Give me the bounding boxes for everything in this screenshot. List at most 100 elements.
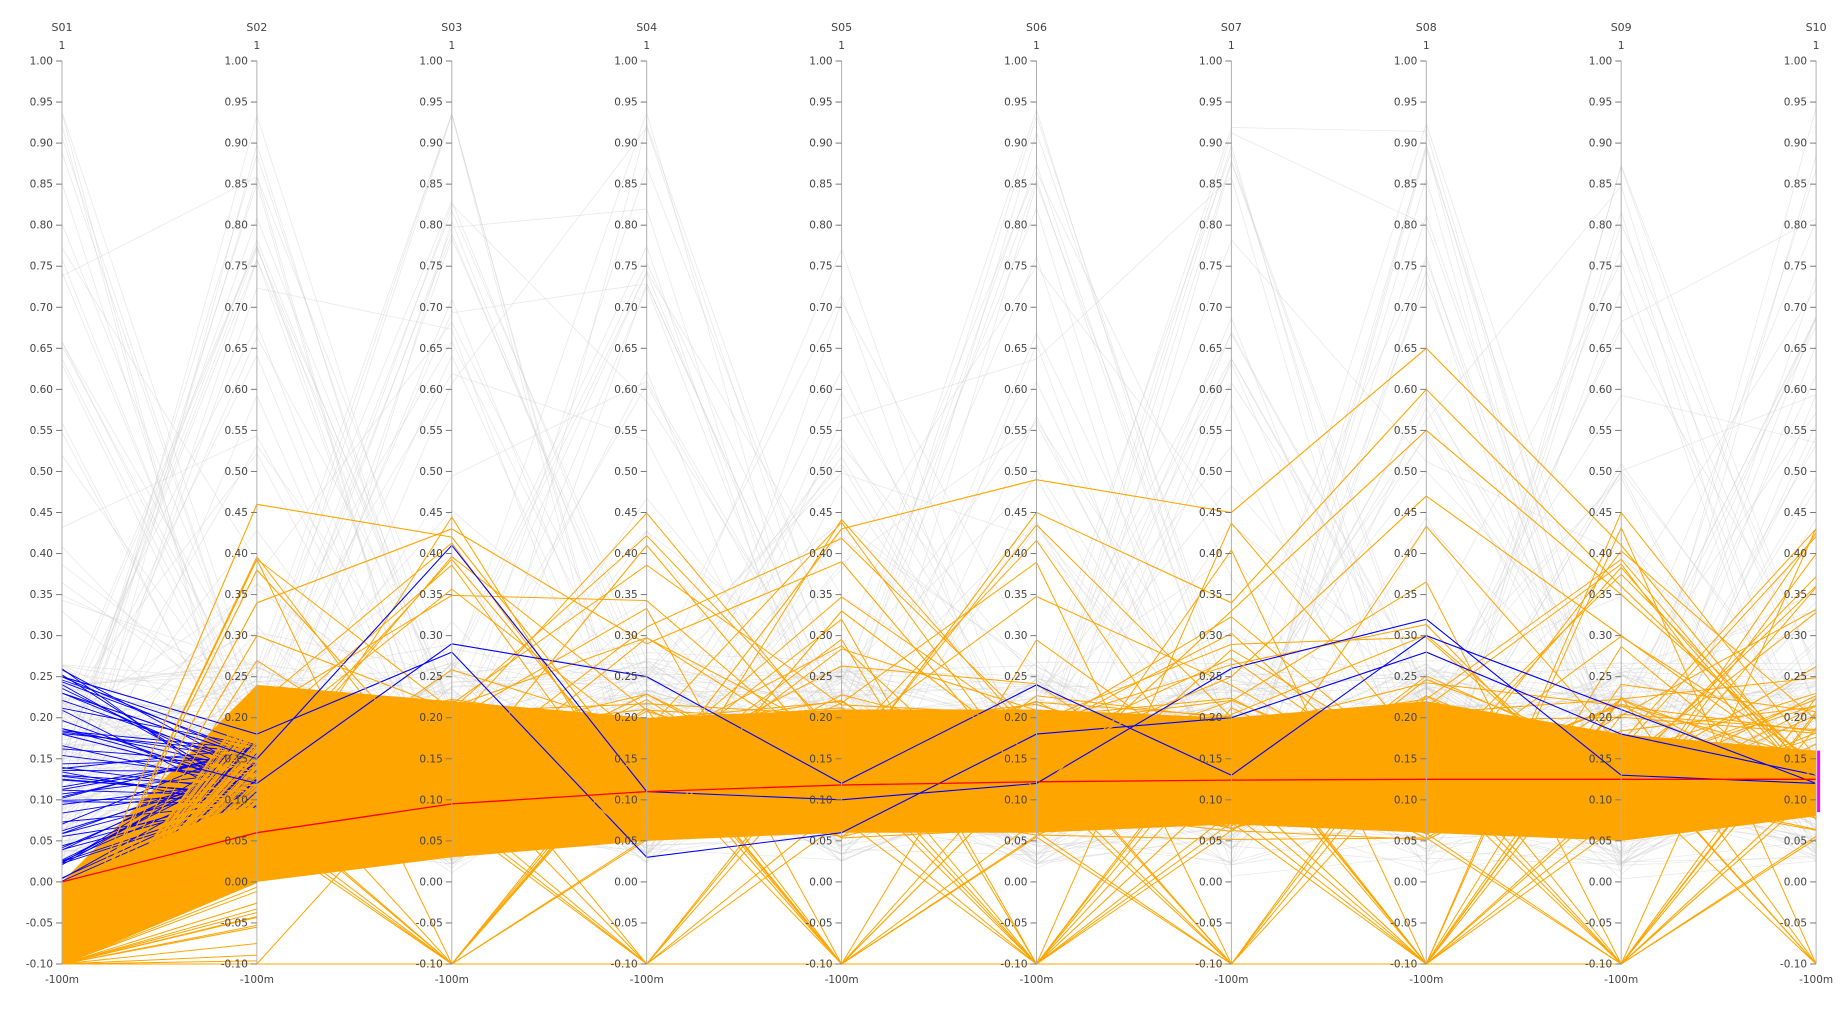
tick-label: 0.90 — [1004, 138, 1027, 150]
tick-label: 1.00 — [1784, 56, 1807, 68]
tick-label: 0.25 — [614, 671, 637, 683]
orange-line — [61, 908, 258, 965]
axis-s05[interactable]: S05 1 -100m 1.00 0.95 0.90 0.85 0.80 0.75 0.70 0.6… — [805, 21, 858, 986]
tick-label: 0.20 — [225, 712, 248, 724]
tick-label: 0.15 — [419, 753, 442, 765]
tick-label: 0.00 — [1394, 876, 1417, 888]
axis-top-label: 1 — [1618, 40, 1625, 52]
tick-label: 0.75 — [30, 261, 53, 273]
tick-label: 1.00 — [1589, 56, 1612, 68]
blue-line — [61, 771, 257, 809]
tick-label: 0.80 — [30, 220, 53, 232]
tick-label: 0.15 — [225, 753, 248, 765]
axis-title[interactable]: S05 — [831, 21, 852, 34]
tick-label: 0.65 — [1199, 343, 1222, 355]
tick-label: 0.40 — [1199, 548, 1222, 560]
orange-line — [61, 697, 1817, 965]
selected-band — [62, 684, 1817, 964]
axis-title[interactable]: S03 — [441, 21, 462, 34]
axis-s10[interactable]: S10 1 -100m 1.00 0.95 0.90 0.85 0.80 0.75 0.70 0.6… — [1780, 21, 1833, 986]
tick-label: -0.10 — [1585, 959, 1612, 971]
tick-label: 0.50 — [614, 466, 637, 478]
blue-line — [61, 742, 258, 864]
orange-line — [61, 581, 1817, 965]
axis-title[interactable]: S06 — [1026, 21, 1047, 34]
axis-s09[interactable]: S09 1 -100m 1.00 0.95 0.90 0.85 0.80 0.75 0.70 0.6… — [1585, 21, 1638, 986]
tick-label: 0.85 — [30, 179, 53, 191]
orange-line — [61, 555, 1817, 965]
orange-line — [61, 860, 258, 965]
tick-label: 0.00 — [1004, 876, 1027, 888]
axis-title[interactable]: S07 — [1221, 21, 1242, 34]
tick-label: 0.40 — [1004, 548, 1027, 560]
axis-s07[interactable]: S07 1 -100m 1.00 0.95 0.90 0.85 0.80 0.75 0.70 0.6… — [1195, 21, 1248, 986]
tick-label: 0.40 — [1784, 548, 1807, 560]
axis-title[interactable]: S08 — [1416, 21, 1437, 34]
tick-label: 0.85 — [1784, 179, 1807, 191]
orange-line — [61, 926, 257, 965]
tick-label: 0.30 — [1589, 630, 1612, 642]
orange-line — [61, 694, 1817, 965]
orange-line — [61, 607, 1817, 965]
tick-label: 0.65 — [225, 343, 248, 355]
orange-line — [61, 902, 258, 965]
tick-label: 0.00 — [419, 876, 442, 888]
axis-s04[interactable]: S04 1 -100m 1.00 0.95 0.90 0.85 0.80 0.75 0.70 0.6… — [611, 21, 664, 986]
tick-label: 0.15 — [1199, 753, 1222, 765]
tick-label: -0.05 — [1390, 917, 1417, 929]
orange-line — [61, 528, 1817, 965]
orange-line — [61, 943, 257, 965]
tick-label: 0.50 — [225, 466, 248, 478]
axis-title[interactable]: S01 — [52, 21, 73, 34]
brush-handle-s10[interactable] — [1817, 750, 1821, 813]
tick-label: 0.70 — [225, 302, 248, 314]
orange-line — [61, 683, 1817, 965]
mean-line — [61, 778, 1817, 883]
orange-line — [61, 536, 1817, 965]
tick-label: 1.00 — [1199, 56, 1222, 68]
tick-label: 0.30 — [419, 630, 442, 642]
axis-title[interactable]: S09 — [1611, 21, 1632, 34]
tick-label: 0.10 — [1784, 794, 1807, 806]
tick-label: 0.25 — [1784, 671, 1807, 683]
tick-label: 0.20 — [419, 712, 442, 724]
tick-label: 0.45 — [1004, 507, 1027, 519]
axis-title[interactable]: S02 — [246, 21, 267, 34]
blue-highlight-line — [61, 544, 1817, 801]
tick-label: 0.50 — [1004, 466, 1027, 478]
tick-label: 0.35 — [225, 589, 248, 601]
tick-label: 0.60 — [1199, 384, 1222, 396]
axis-s03[interactable]: S03 1 -100m 1.00 0.95 0.90 0.85 0.80 0.75 0.70 0.6… — [416, 21, 469, 986]
tick-label: 0.00 — [1589, 876, 1612, 888]
blue-line — [61, 730, 257, 750]
orange-line — [61, 553, 1817, 965]
axis-s06[interactable]: S06 1 -100m 1.00 0.95 0.90 0.85 0.80 0.75 0.70 0.6… — [1000, 21, 1053, 986]
tick-label: 0.75 — [419, 261, 442, 273]
axis-title[interactable]: S04 — [636, 21, 657, 34]
tick-label: 1.00 — [614, 56, 637, 68]
tick-label: -0.05 — [1195, 917, 1222, 929]
tick-label: 0.75 — [1004, 261, 1027, 273]
tick-label: 0.65 — [30, 343, 53, 355]
brush-layer[interactable] — [1817, 750, 1821, 813]
axis-s02[interactable]: S02 1 -100m 1.00 0.95 0.90 0.85 0.80 0.75 0.70 0.6… — [221, 21, 274, 986]
tick-label: 0.35 — [1784, 589, 1807, 601]
tick-label: 0.50 — [1589, 466, 1612, 478]
blue-line — [61, 747, 258, 799]
axis-s01[interactable]: S01 1 -100m 1.00 0.95 0.90 0.85 0.80 0.75 0.70 0.6… — [26, 21, 79, 986]
tick-label: 0.20 — [30, 712, 53, 724]
orange-line — [61, 720, 1817, 965]
orange-line — [61, 535, 1817, 965]
tick-label: 0.65 — [809, 343, 832, 355]
tick-label: 0.10 — [30, 794, 53, 806]
tick-label: 0.55 — [225, 425, 248, 437]
tick-label: 0.30 — [30, 630, 53, 642]
blue-line — [61, 769, 258, 880]
tick-label: 0.30 — [1394, 630, 1417, 642]
tick-label: 0.45 — [1394, 507, 1417, 519]
tick-label: 0.50 — [1784, 466, 1807, 478]
axis-s08[interactable]: S08 1 -100m 1.00 0.95 0.90 0.85 0.80 0.75 0.70 0.6… — [1390, 21, 1443, 986]
tick-label: 1.00 — [1004, 56, 1027, 68]
axis-title[interactable]: S10 — [1806, 21, 1827, 34]
orange-line — [61, 865, 258, 965]
